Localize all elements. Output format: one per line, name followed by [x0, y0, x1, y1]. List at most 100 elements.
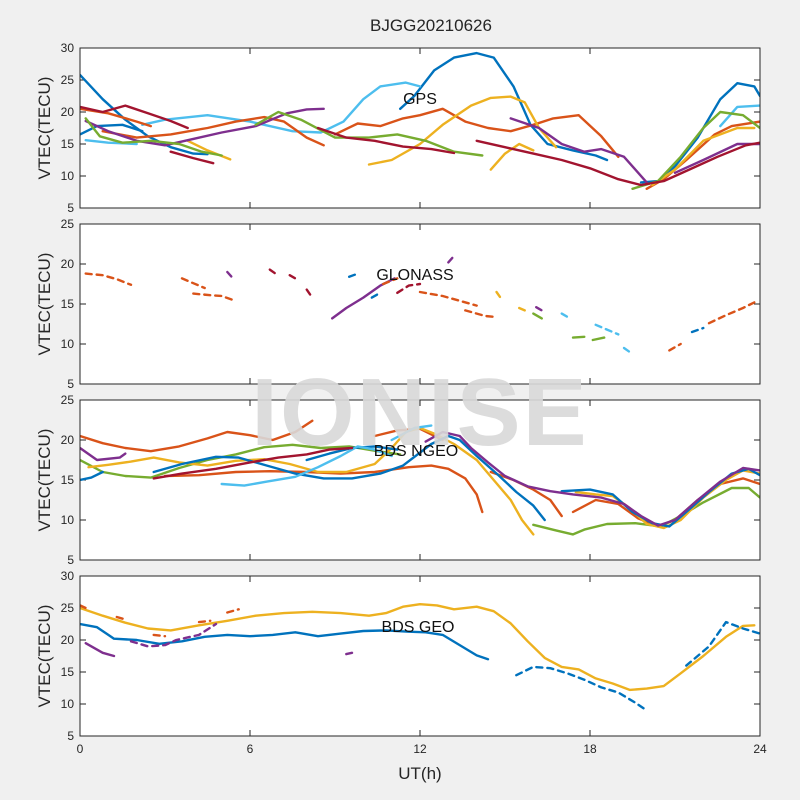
series-line-24	[316, 126, 456, 155]
y-tick-label: 5	[67, 553, 74, 567]
series-line-16	[152, 446, 354, 480]
series-line-18	[532, 312, 543, 320]
series-line-16	[84, 107, 325, 147]
y-tick-label: 10	[61, 697, 75, 711]
series-line-6	[288, 274, 300, 282]
series-line-4	[685, 620, 760, 667]
y-tick-label: 15	[61, 297, 75, 311]
series-line-24	[622, 346, 631, 354]
series-line-9	[115, 615, 127, 621]
series-line-2	[163, 464, 484, 514]
y-tick-label: 30	[61, 41, 75, 55]
series-line-20	[254, 110, 484, 157]
series-line-9	[574, 469, 760, 530]
series-line-14	[220, 445, 393, 487]
series-line-12	[396, 282, 422, 294]
series-line-10	[80, 470, 104, 482]
series-line-13	[367, 95, 558, 166]
series-line-3	[373, 427, 444, 442]
series-line-7	[305, 288, 314, 299]
panel-3: 5 10 15 20 25 BDS NGEO VTEC(TECU)	[35, 393, 761, 567]
y-tick-label: 10	[61, 513, 75, 527]
series-line-8	[87, 426, 535, 536]
series-line-3	[515, 665, 648, 712]
series-line-23	[169, 150, 215, 165]
x-tick-label: 0	[77, 742, 84, 756]
series-line-1	[80, 419, 314, 453]
y-tick-label: 25	[61, 73, 75, 87]
y-tick-label: 25	[61, 217, 75, 231]
y-tick-label: 20	[61, 633, 75, 647]
series-line-15	[447, 254, 456, 264]
y-axis-label: VTEC(TECU)	[35, 253, 54, 356]
series-line-17	[509, 117, 648, 184]
series-line-6	[80, 443, 402, 479]
x-axis-label: UT(h)	[398, 764, 441, 783]
plot-frame	[79, 575, 761, 737]
y-tick-label: 15	[61, 137, 75, 151]
y-tick-label: 20	[61, 433, 75, 447]
series-line-2	[180, 277, 206, 290]
series-line-12	[197, 619, 212, 624]
y-tick-label: 10	[61, 337, 75, 351]
series-line-2	[80, 622, 490, 661]
series-line-6	[129, 622, 218, 648]
y-tick-label: 20	[61, 257, 75, 271]
y-tick-label: 5	[67, 377, 74, 391]
series-line-22	[591, 336, 606, 342]
series-line-15	[651, 126, 756, 187]
y-tick-label: 25	[61, 601, 75, 615]
x-tick-label: 12	[413, 742, 427, 756]
series-line-17	[80, 446, 127, 462]
series-line-11	[226, 608, 240, 614]
x-tick-label: 24	[753, 742, 767, 756]
chart-title: BJGG20210626	[370, 16, 492, 35]
series-line-10	[152, 633, 167, 638]
series-line-19	[84, 117, 223, 157]
y-tick-label: 25	[61, 393, 75, 407]
series-line-25	[475, 139, 760, 187]
series-line-9	[348, 272, 359, 278]
panel-1: 5 10 15 20 25 30 GPS VTEC(TECU)	[35, 41, 761, 215]
y-tick-label: 20	[61, 105, 75, 119]
series-line-5	[268, 268, 277, 275]
series-line-5	[84, 642, 116, 658]
series-line-1	[80, 603, 756, 692]
panel-annotation: GLONASS	[376, 267, 453, 284]
series-line-19	[535, 306, 543, 312]
series-line-16	[495, 290, 504, 302]
series-line-7	[719, 104, 760, 128]
series-line-14	[464, 309, 495, 318]
panel-annotation: GPS	[403, 91, 437, 108]
series-line-12	[186, 139, 232, 161]
series-line-21	[571, 335, 586, 339]
y-axis-label: VTEC(TECU)	[35, 605, 54, 708]
x-tick-label: 6	[247, 742, 254, 756]
series-line-9	[333, 107, 620, 159]
series-line-13	[418, 290, 478, 307]
series-line-17	[518, 306, 526, 312]
series-line-20	[560, 312, 569, 318]
series-line-8	[80, 604, 87, 610]
series-line-5	[141, 81, 422, 134]
series-line-11	[152, 434, 546, 522]
series-line-25	[668, 342, 682, 352]
plot-frame	[79, 47, 761, 209]
series-line-7	[345, 651, 354, 656]
series-group	[80, 603, 760, 712]
plot-frame	[79, 223, 761, 385]
series-line-1	[84, 272, 133, 286]
plot-frame	[79, 399, 761, 561]
series-line-27	[707, 301, 756, 325]
series-group	[84, 254, 756, 354]
series-line-22	[80, 104, 189, 130]
series-group	[80, 51, 760, 191]
panel-annotation: BDS GEO	[382, 619, 455, 636]
series-line-26	[690, 326, 705, 334]
panel-annotation: BDS NGEO	[374, 443, 458, 460]
y-axis-label: VTEC(TECU)	[35, 77, 54, 180]
series-line-23	[594, 323, 620, 336]
series-line-4	[80, 123, 144, 136]
series-line-10	[370, 291, 382, 299]
